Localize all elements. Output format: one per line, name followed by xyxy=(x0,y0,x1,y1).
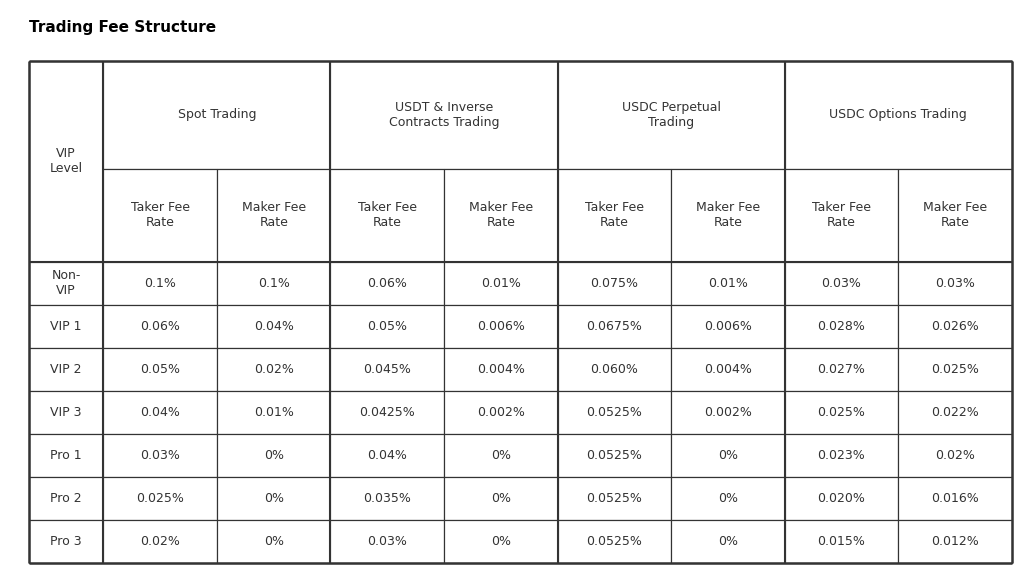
Text: 0%: 0% xyxy=(264,492,284,505)
Text: 0.025%: 0.025% xyxy=(931,362,979,376)
Text: Spot Trading: Spot Trading xyxy=(178,108,256,121)
Text: 0.01%: 0.01% xyxy=(254,406,294,419)
Text: 0.0525%: 0.0525% xyxy=(587,492,642,505)
Text: 0.002%: 0.002% xyxy=(477,406,524,419)
Text: 0%: 0% xyxy=(264,449,284,461)
Text: Pro 2: Pro 2 xyxy=(50,492,82,505)
Text: 0.0525%: 0.0525% xyxy=(587,535,642,548)
Text: 0.05%: 0.05% xyxy=(368,320,408,332)
Text: 0.04%: 0.04% xyxy=(254,320,294,332)
Text: 0.06%: 0.06% xyxy=(368,277,408,290)
Text: 0.026%: 0.026% xyxy=(931,320,979,332)
Text: 0.03%: 0.03% xyxy=(140,449,180,461)
Text: Trading Fee Structure: Trading Fee Structure xyxy=(29,20,216,35)
Text: Pro 1: Pro 1 xyxy=(50,449,82,461)
Text: Taker Fee
Rate: Taker Fee Rate xyxy=(357,201,417,229)
Text: 0.022%: 0.022% xyxy=(931,406,979,419)
Text: Maker Fee
Rate: Maker Fee Rate xyxy=(242,201,306,229)
Text: VIP 3: VIP 3 xyxy=(50,406,82,419)
Text: 0%: 0% xyxy=(718,535,738,548)
Text: Maker Fee
Rate: Maker Fee Rate xyxy=(695,201,760,229)
Text: Taker Fee
Rate: Taker Fee Rate xyxy=(812,201,870,229)
Text: Maker Fee
Rate: Maker Fee Rate xyxy=(469,201,532,229)
Text: 0%: 0% xyxy=(490,492,511,505)
Text: 0%: 0% xyxy=(718,449,738,461)
Text: 0.0525%: 0.0525% xyxy=(587,406,642,419)
Text: 0%: 0% xyxy=(718,492,738,505)
Text: USDC Options Trading: USDC Options Trading xyxy=(829,108,967,121)
Text: 0.027%: 0.027% xyxy=(817,362,865,376)
Text: USDC Perpetual
Trading: USDC Perpetual Trading xyxy=(622,101,721,129)
Text: VIP
Level: VIP Level xyxy=(49,147,83,175)
Text: 0.03%: 0.03% xyxy=(935,277,975,290)
Text: 0.006%: 0.006% xyxy=(703,320,752,332)
Text: Pro 3: Pro 3 xyxy=(50,535,82,548)
Text: 0%: 0% xyxy=(264,535,284,548)
Text: VIP 1: VIP 1 xyxy=(50,320,82,332)
Text: 0.075%: 0.075% xyxy=(590,277,638,290)
Text: 0.004%: 0.004% xyxy=(477,362,524,376)
Text: 0.01%: 0.01% xyxy=(708,277,748,290)
Text: 0.03%: 0.03% xyxy=(368,535,408,548)
Text: 0.04%: 0.04% xyxy=(368,449,408,461)
Text: 0.028%: 0.028% xyxy=(817,320,865,332)
Text: 0.016%: 0.016% xyxy=(931,492,979,505)
Text: Maker Fee
Rate: Maker Fee Rate xyxy=(923,201,987,229)
Text: 0.012%: 0.012% xyxy=(931,535,979,548)
Text: 0.1%: 0.1% xyxy=(258,277,290,290)
Text: 0.004%: 0.004% xyxy=(703,362,752,376)
Text: VIP 2: VIP 2 xyxy=(50,362,82,376)
Text: 0.01%: 0.01% xyxy=(481,277,521,290)
Text: USDT & Inverse
Contracts Trading: USDT & Inverse Contracts Trading xyxy=(389,101,500,129)
Text: 0.060%: 0.060% xyxy=(591,362,638,376)
Text: 0.035%: 0.035% xyxy=(364,492,412,505)
Text: 0.02%: 0.02% xyxy=(140,535,180,548)
Text: Non-
VIP: Non- VIP xyxy=(51,269,81,297)
Text: 0.045%: 0.045% xyxy=(364,362,412,376)
Text: 0.02%: 0.02% xyxy=(254,362,294,376)
Text: 0.006%: 0.006% xyxy=(477,320,524,332)
Text: 0.025%: 0.025% xyxy=(817,406,865,419)
Text: 0%: 0% xyxy=(490,535,511,548)
Text: Taker Fee
Rate: Taker Fee Rate xyxy=(585,201,644,229)
Text: 0.06%: 0.06% xyxy=(140,320,180,332)
Text: 0.023%: 0.023% xyxy=(817,449,865,461)
Text: 0.02%: 0.02% xyxy=(935,449,975,461)
Text: 0.05%: 0.05% xyxy=(140,362,180,376)
Text: 0.020%: 0.020% xyxy=(817,492,865,505)
Text: 0.04%: 0.04% xyxy=(140,406,180,419)
Text: 0.025%: 0.025% xyxy=(136,492,184,505)
Text: 0.03%: 0.03% xyxy=(821,277,861,290)
Text: 0.015%: 0.015% xyxy=(817,535,865,548)
Text: 0.0675%: 0.0675% xyxy=(587,320,642,332)
Text: Taker Fee
Rate: Taker Fee Rate xyxy=(131,201,189,229)
Text: 0.0525%: 0.0525% xyxy=(587,449,642,461)
Text: 0.0425%: 0.0425% xyxy=(359,406,415,419)
Text: 0.1%: 0.1% xyxy=(144,277,176,290)
Text: 0.002%: 0.002% xyxy=(703,406,752,419)
Text: 0%: 0% xyxy=(490,449,511,461)
